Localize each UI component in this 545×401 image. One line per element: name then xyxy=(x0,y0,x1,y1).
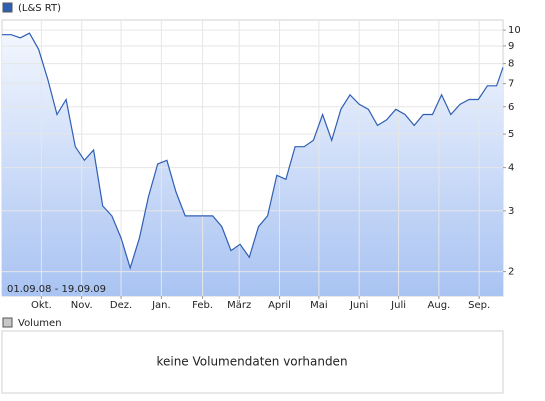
x-tick-label: April xyxy=(268,300,291,311)
y-tick-label: 4 xyxy=(508,163,514,174)
volume-message: keine Volumendaten vorhanden xyxy=(156,355,347,369)
y-tick-label: 7 xyxy=(508,79,514,90)
x-tick-label: Juni xyxy=(349,300,368,311)
x-tick-label: Dez. xyxy=(110,300,132,311)
area xyxy=(2,33,503,296)
y-tick-label: 10 xyxy=(508,25,521,36)
x-tick-label: Aug. xyxy=(428,300,451,311)
x-tick-label: Jan. xyxy=(151,300,171,311)
legend-swatch xyxy=(2,2,13,13)
y-tick-label: 9 xyxy=(508,41,514,52)
x-tick-label: Sep. xyxy=(468,300,490,311)
x-tick-label: Feb. xyxy=(192,300,213,311)
y-tick-label: 6 xyxy=(508,102,514,113)
y-tick-label: 5 xyxy=(508,129,514,140)
legend-swatch xyxy=(2,317,13,328)
x-tick-label: Juli xyxy=(390,300,406,311)
x-tick-label: Nov. xyxy=(71,300,93,311)
y-tick-label: 8 xyxy=(508,59,514,70)
volume-frame xyxy=(1,330,504,394)
price-line xyxy=(2,32,504,270)
x-tick-label: März xyxy=(227,300,251,311)
legend-label: (L&S RT) xyxy=(18,3,61,14)
y-tick-label: 3 xyxy=(508,206,514,217)
legend-label: Volumen xyxy=(18,318,62,329)
date-range: 01.09.08 - 19.09.09 xyxy=(7,284,106,295)
x-tick-label: Mai xyxy=(310,300,328,311)
y-tick-label: 2 xyxy=(508,267,514,278)
x-tick-label: Okt. xyxy=(31,300,52,311)
